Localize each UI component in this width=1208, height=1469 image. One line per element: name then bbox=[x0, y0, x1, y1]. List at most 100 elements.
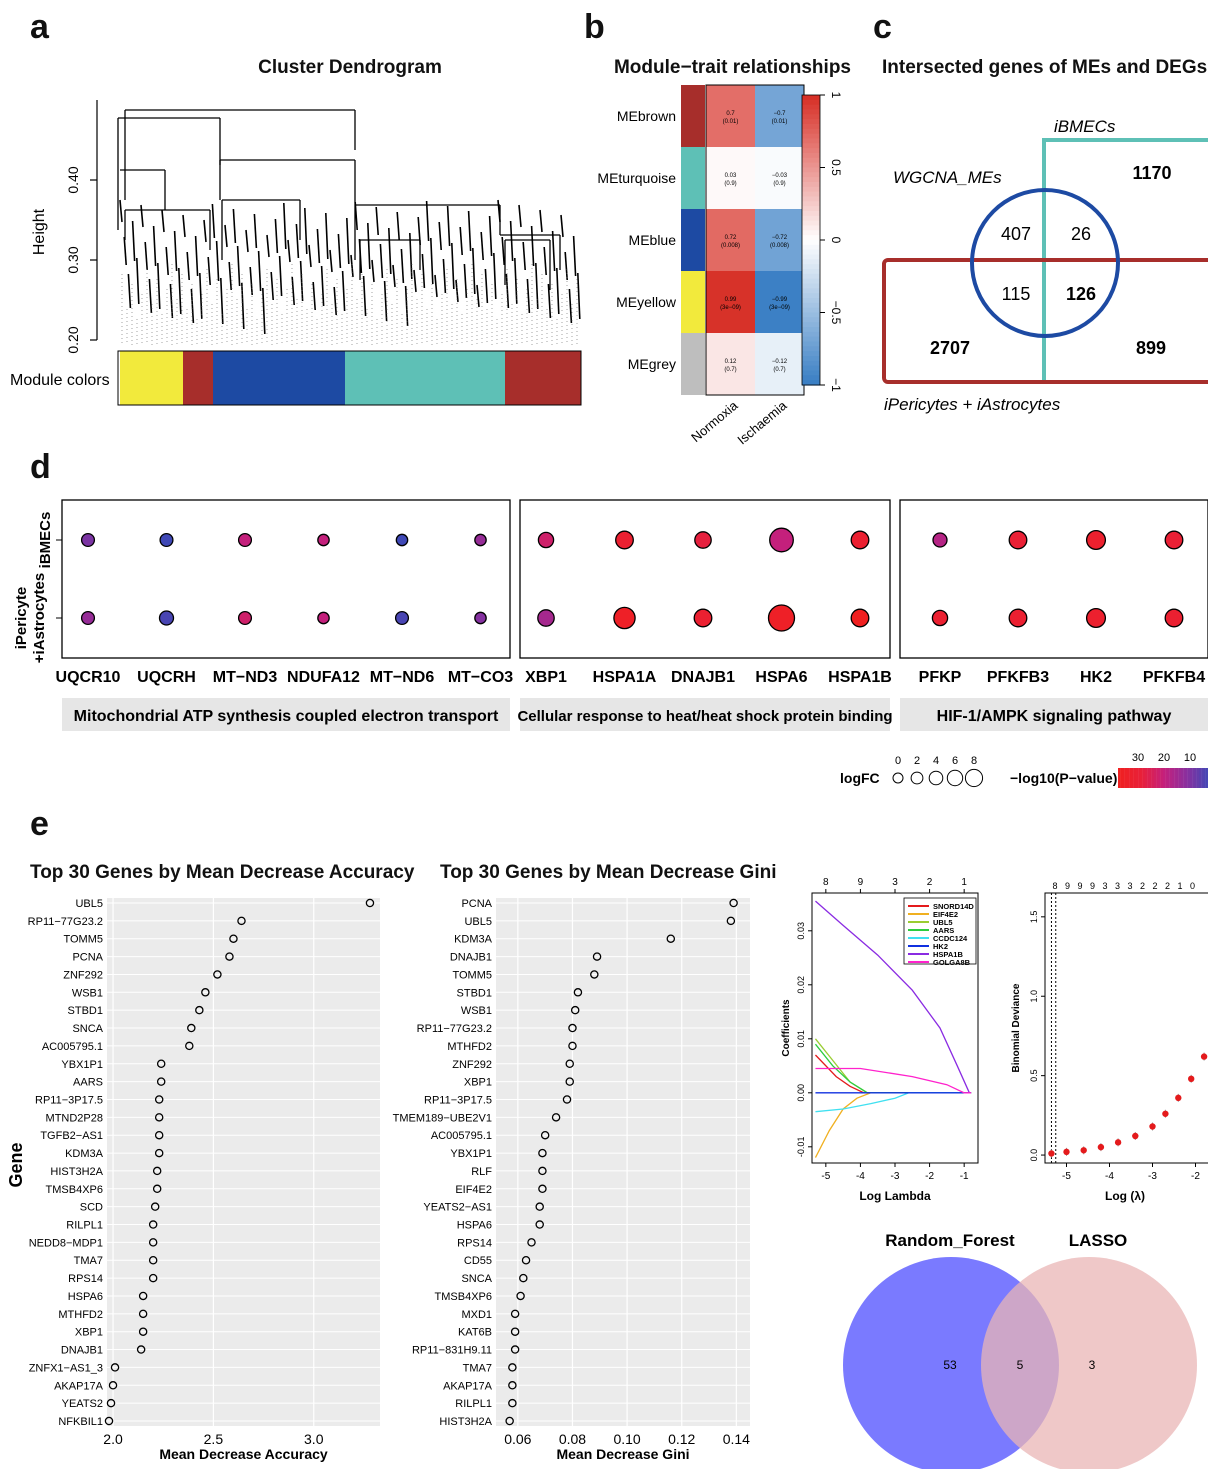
expression-dot bbox=[158, 610, 175, 626]
count-me-ib: 26 bbox=[1071, 224, 1091, 244]
cell-correlation: −0.03 bbox=[772, 173, 788, 179]
count-ib-pa: 899 bbox=[1136, 338, 1166, 358]
pathway-label: Cellular response to heat/heat shock pro… bbox=[517, 708, 892, 725]
importance-point bbox=[521, 1255, 531, 1265]
cell-correlation: −0.12 bbox=[772, 359, 788, 365]
dendrogram-leaf-cluster bbox=[262, 287, 266, 335]
count-pa-only: 2707 bbox=[930, 338, 970, 358]
dendrogram-leaf-cluster bbox=[572, 235, 577, 277]
deviance-point bbox=[1080, 1147, 1087, 1154]
importance-point bbox=[565, 1059, 574, 1069]
importance-point bbox=[535, 1202, 544, 1211]
category-label: TOMM5 bbox=[452, 969, 492, 981]
count-all: 126 bbox=[1066, 284, 1096, 304]
importance-point bbox=[154, 1148, 164, 1158]
importance-point bbox=[150, 1202, 160, 1211]
top-tick-label: 8 bbox=[1052, 881, 1057, 891]
dendrogram-leaf-cluster bbox=[522, 241, 526, 271]
scale-step bbox=[802, 351, 820, 357]
color-legend-step bbox=[1131, 768, 1134, 788]
dendrogram-leaf-cluster bbox=[119, 199, 123, 223]
category-label: XBP1 bbox=[464, 1077, 492, 1089]
scale-step bbox=[802, 186, 820, 193]
importance-point bbox=[565, 1077, 574, 1086]
scale-step bbox=[802, 133, 820, 140]
cell-pvalue: (0.7) bbox=[773, 367, 785, 373]
dendrogram-leaf-cluster bbox=[178, 267, 182, 315]
color-legend-step bbox=[1187, 768, 1191, 788]
scale-step bbox=[802, 191, 820, 198]
dendrogram-leaf-cluster bbox=[404, 285, 409, 327]
cell-correlation: 0.7 bbox=[726, 111, 735, 117]
mda-dotchart: 2.0 2.5 3.0 UBL5 RP11−77G23.2 TOMM5 PCNA ZNF292… bbox=[6, 898, 380, 1462]
dendrogram-leaf-cluster bbox=[249, 266, 253, 296]
legend-entry: AARS bbox=[933, 926, 954, 935]
x-tick-label: 3.0 bbox=[304, 1431, 324, 1447]
color-legend-step bbox=[1129, 768, 1132, 788]
deviance-point bbox=[1200, 1053, 1208, 1060]
cell-pvalue: (3e−09) bbox=[720, 305, 741, 311]
scale-step bbox=[802, 124, 820, 130]
module-color-segment bbox=[213, 351, 345, 405]
scale-tick-label: −0.5 bbox=[829, 301, 843, 325]
pathway-label-bg bbox=[62, 698, 510, 731]
top-tick-label: 3 bbox=[1115, 881, 1120, 891]
scale-step bbox=[802, 114, 820, 120]
plot-panel-bg bbox=[107, 898, 380, 1426]
count-ib-only: 1170 bbox=[1132, 163, 1171, 183]
scale-step bbox=[802, 220, 820, 227]
dendrogram-leaf-cluster bbox=[577, 272, 581, 320]
deviance-point bbox=[1114, 1139, 1122, 1146]
dendrogram-leaf-cluster bbox=[417, 216, 421, 246]
scale-step bbox=[802, 336, 820, 343]
x-tick-label: -3 bbox=[891, 1171, 900, 1182]
category-label: AARS bbox=[73, 1077, 103, 1089]
importance-point bbox=[538, 1148, 547, 1158]
importance-point bbox=[535, 1220, 544, 1229]
dendrogram-leaf-cluster bbox=[312, 281, 316, 311]
color-legend-step bbox=[1133, 768, 1137, 788]
dendrogram-leaf-cluster bbox=[148, 278, 153, 314]
dendrogram-leaf-cluster bbox=[430, 237, 434, 285]
gene-label: XBP1 bbox=[525, 669, 567, 686]
module-bar-frame bbox=[117, 350, 582, 406]
category-label: AKAP17A bbox=[443, 1380, 493, 1392]
module-color-swatch bbox=[681, 333, 705, 395]
gene-label: DNAJB1 bbox=[671, 669, 735, 686]
category-label: AC005795.1 bbox=[42, 1041, 103, 1053]
dendrogram-leaf-cluster bbox=[480, 231, 484, 261]
scale-step bbox=[802, 273, 820, 280]
color-legend-step bbox=[1149, 768, 1152, 788]
dendrogram-leaf-cluster bbox=[228, 261, 232, 291]
importance-point bbox=[104, 1416, 114, 1426]
importance-point bbox=[106, 1398, 116, 1408]
dendrogram-leaf-cluster bbox=[304, 207, 308, 255]
dendrogram-branch bbox=[354, 204, 561, 270]
dendrogram-leaf-cluster bbox=[497, 199, 501, 223]
importance-point bbox=[510, 1309, 520, 1319]
dendrogram-leaf-cluster bbox=[375, 206, 379, 236]
dendrogram-leaf-cluster bbox=[152, 225, 157, 267]
scale-step bbox=[802, 322, 820, 328]
scale-step bbox=[802, 153, 820, 159]
dendrogram-leaf-cluster bbox=[257, 250, 262, 292]
dendrogram-leaf-cluster bbox=[173, 230, 178, 272]
scale-step bbox=[802, 95, 820, 101]
scale-step bbox=[802, 312, 820, 318]
plot-panel-bg bbox=[496, 898, 750, 1426]
color-legend-step bbox=[1183, 768, 1186, 788]
expression-dot bbox=[317, 533, 330, 547]
category-label: STBD1 bbox=[68, 1005, 103, 1017]
scale-step bbox=[802, 331, 820, 338]
y-tick-label: 0.00 bbox=[796, 1084, 806, 1102]
importance-point bbox=[108, 1381, 118, 1390]
cell-pvalue: (0.01) bbox=[772, 119, 788, 125]
expression-dot bbox=[767, 604, 796, 632]
gene-label: PFKFB4 bbox=[1143, 669, 1205, 686]
y-axis-label: Binomial Deviance bbox=[1011, 983, 1022, 1072]
scale-step bbox=[802, 182, 820, 188]
importance-point bbox=[508, 1381, 517, 1390]
importance-point bbox=[154, 1130, 164, 1140]
heatmap-cell bbox=[706, 147, 755, 209]
